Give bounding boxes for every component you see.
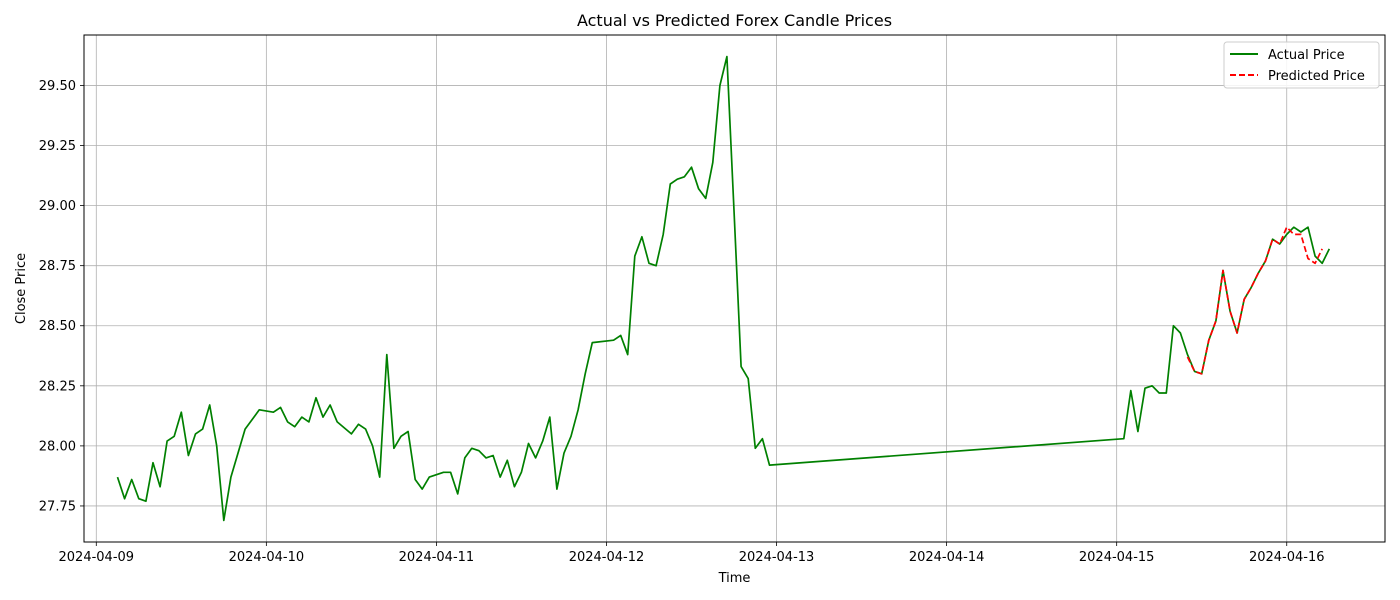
y-tick-label: 29.50: [39, 79, 76, 94]
chart-title: Actual vs Predicted Forex Candle Prices: [577, 11, 892, 30]
plot-area-frame: [83, 34, 1386, 543]
y-tick-label: 27.75: [39, 499, 76, 514]
x-tick-label: 2024-04-11: [399, 550, 475, 565]
y-axis-label: Close Price: [14, 253, 29, 324]
y-tick-label: 29.25: [39, 139, 76, 154]
x-axis-label: Time: [718, 571, 751, 586]
y-tick-label: 28.00: [39, 439, 76, 454]
x-tick-label: 2024-04-15: [1079, 550, 1155, 565]
grid-lines: [84, 35, 1385, 542]
series-line-predicted-price: [1186, 226, 1323, 375]
legend-label-actual-price: Actual Price: [1268, 48, 1345, 63]
y-tick-label: 28.25: [39, 379, 76, 394]
legend-box: [1223, 41, 1380, 89]
y-tick-label: 28.50: [39, 319, 76, 334]
x-tick-label: 2024-04-09: [59, 550, 135, 565]
x-tick-label: 2024-04-13: [739, 550, 815, 565]
y-tick-label: 29.00: [39, 199, 76, 214]
series-lines: [116, 55, 1331, 522]
x-tick-label: 2024-04-16: [1249, 550, 1325, 565]
x-tick-label: 2024-04-12: [569, 550, 645, 565]
series-line-actual-price: [116, 55, 1331, 522]
axis-ticks: 2024-04-09 2024-04-10 2024-04-11 2024-04-12…: [39, 79, 1325, 565]
y-tick-label: 28.75: [39, 259, 76, 274]
x-tick-label: 2024-04-14: [909, 550, 985, 565]
legend-label-predicted-price: Predicted Price: [1268, 69, 1365, 84]
chart-legend: Actual Price Predicted Price: [1223, 41, 1380, 89]
x-tick-label: 2024-04-10: [229, 550, 305, 565]
